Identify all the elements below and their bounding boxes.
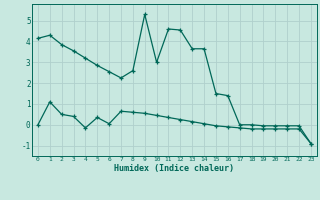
X-axis label: Humidex (Indice chaleur): Humidex (Indice chaleur)	[115, 164, 234, 173]
